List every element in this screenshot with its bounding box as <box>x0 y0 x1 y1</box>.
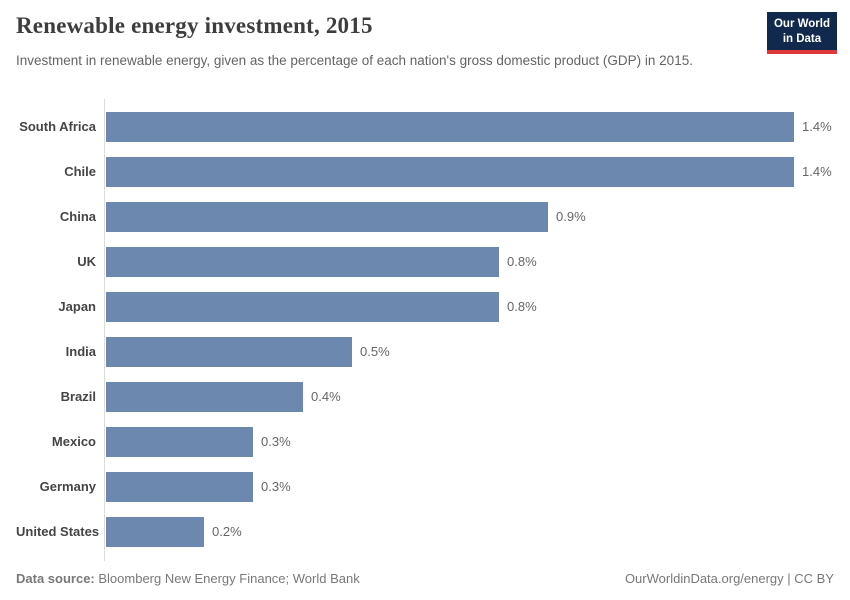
bar-row: South Africa 1.4% <box>16 104 834 149</box>
category-label: Germany <box>39 479 96 494</box>
data-source: Data source: Bloomberg New Energy Financ… <box>16 571 360 586</box>
bar[interactable] <box>106 471 253 502</box>
category-label: China <box>59 209 96 224</box>
category-label: South Africa <box>19 119 96 134</box>
category-label: India <box>65 344 96 359</box>
category-label: UK <box>77 254 96 269</box>
bar-row: UK 0.8% <box>16 239 834 284</box>
owid-logo[interactable]: Our World in Data <box>766 12 837 54</box>
bar-row: Mexico 0.3% <box>16 419 834 464</box>
category-label: Japan <box>58 299 96 314</box>
y-axis-line <box>104 99 105 561</box>
bar-row: India 0.5% <box>16 329 834 374</box>
attribution-link[interactable]: OurWorldinData.org/energy | CC BY <box>624 571 834 586</box>
category-label: Mexico <box>51 434 96 449</box>
bar-row: China 0.9% <box>16 194 834 239</box>
value-label: 0.3% <box>261 434 291 449</box>
value-label: 0.4% <box>311 389 341 404</box>
bar[interactable] <box>106 201 548 232</box>
value-label: 0.3% <box>261 479 291 494</box>
chart-subtitle: Investment in renewable energy, given as… <box>16 53 693 68</box>
value-label: 0.5% <box>360 344 390 359</box>
logo-line2: in Data <box>782 32 822 45</box>
bar-row: Chile 1.4% <box>16 149 834 194</box>
bar[interactable] <box>106 516 204 547</box>
bar-row: United States 0.2% <box>16 509 834 554</box>
data-source-text: Bloomberg New Energy Finance; World Bank <box>98 571 360 586</box>
bar-chart: South Africa 1.4% Chile 1.4% China 0.9% UK 0.8%… <box>16 99 834 561</box>
value-label: 0.2% <box>212 524 242 539</box>
category-label: Brazil <box>60 389 96 404</box>
bar-row: Germany 0.3% <box>16 464 834 509</box>
category-label: United States <box>16 524 100 539</box>
bar[interactable] <box>106 336 352 367</box>
value-label: 0.8% <box>507 299 537 314</box>
bar[interactable] <box>106 246 499 277</box>
bar-row: Brazil 0.4% <box>16 374 834 419</box>
value-label: 1.4% <box>802 164 832 179</box>
bar[interactable] <box>106 381 303 412</box>
value-label: 0.8% <box>507 254 537 269</box>
bar[interactable] <box>106 426 253 457</box>
logo-line1: Our World <box>773 18 830 30</box>
bar[interactable] <box>106 291 499 322</box>
category-label: Chile <box>64 164 96 179</box>
data-source-label: Data source: <box>16 571 95 586</box>
value-label: 1.4% <box>802 119 832 134</box>
chart-footer: Data source: Bloomberg New Energy Financ… <box>16 571 834 586</box>
bar[interactable] <box>106 156 794 187</box>
bar-row: Japan 0.8% <box>16 284 834 329</box>
bar-rows: South Africa 1.4% Chile 1.4% China 0.9% UK 0.8%… <box>16 104 834 554</box>
page-title: Renewable energy investment, 2015 <box>16 13 373 38</box>
bar[interactable] <box>106 111 794 142</box>
value-label: 0.9% <box>556 209 586 224</box>
